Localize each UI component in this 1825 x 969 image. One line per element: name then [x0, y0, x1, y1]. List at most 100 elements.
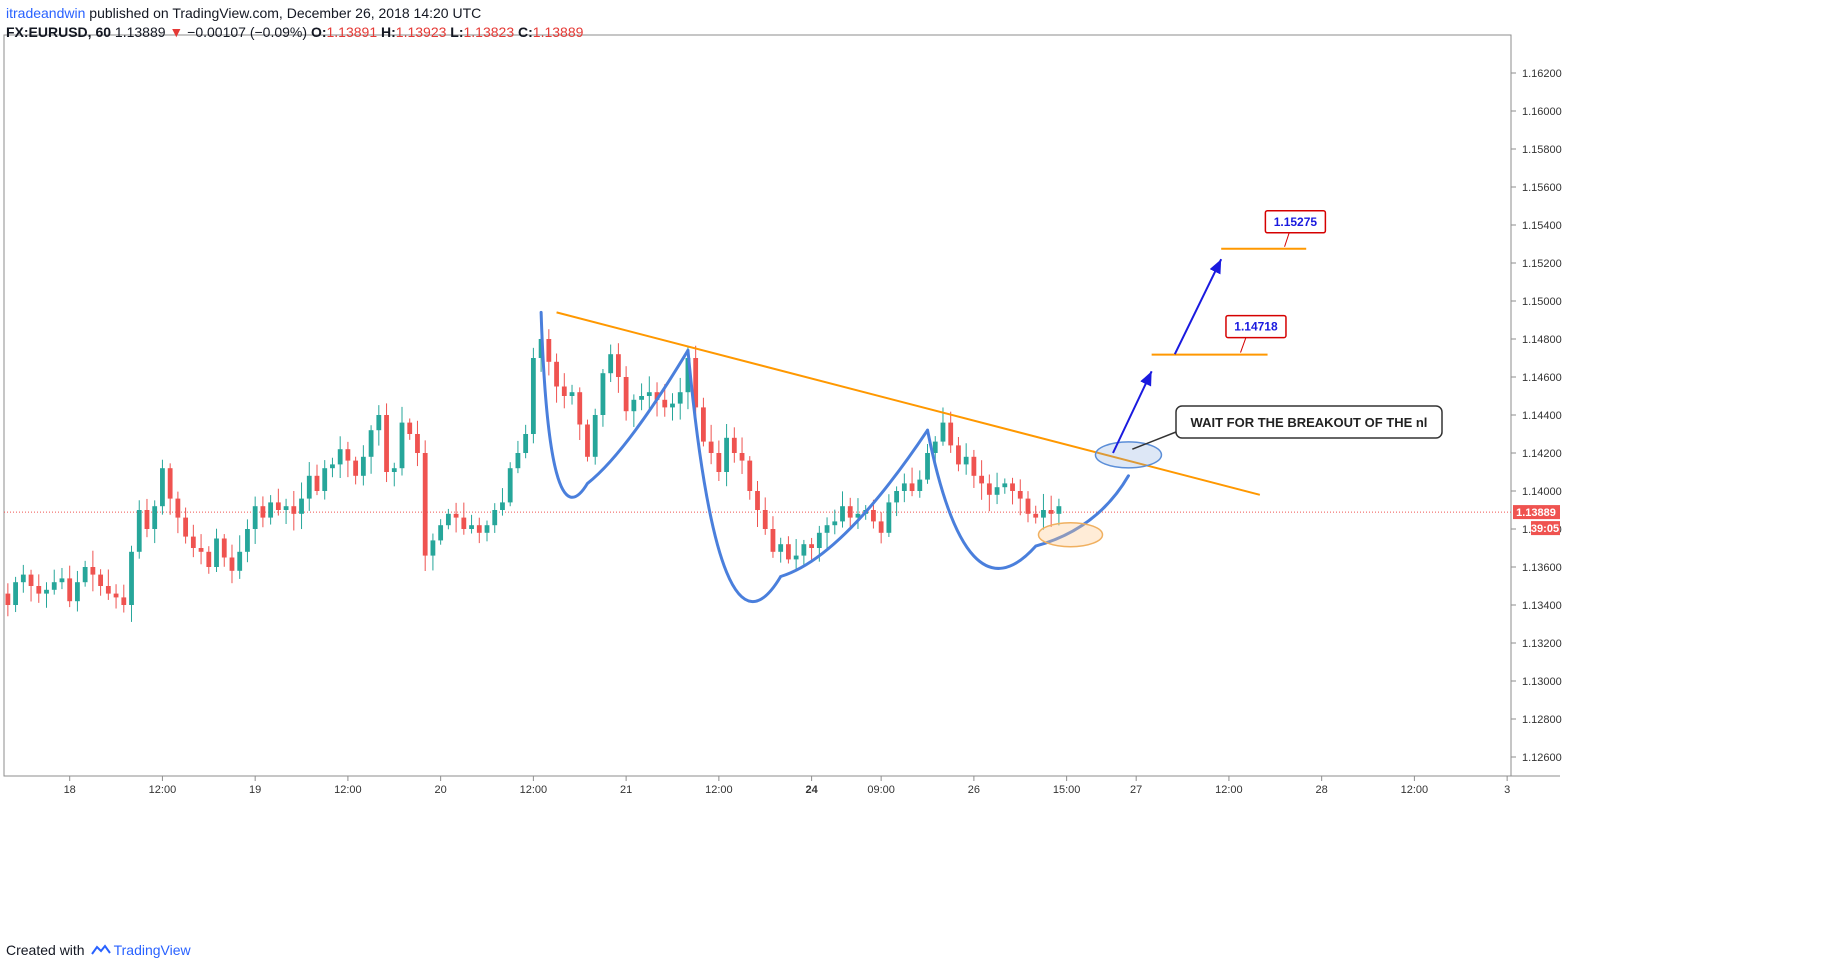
candle-body[interactable]: [755, 491, 760, 510]
candle-body[interactable]: [816, 532, 822, 548]
candle-body[interactable]: [67, 578, 73, 602]
candle-body[interactable]: [932, 441, 938, 453]
candle-body[interactable]: [121, 597, 127, 605]
candle-body[interactable]: [886, 502, 892, 533]
candle-body[interactable]: [948, 422, 954, 446]
candle-body[interactable]: [747, 460, 753, 491]
candle-body[interactable]: [90, 567, 96, 575]
author-name[interactable]: itradeandwin: [6, 5, 86, 21]
symbol-label[interactable]: FX:EURUSD, 60: [6, 24, 112, 40]
candle-body[interactable]: [190, 536, 196, 548]
candle-body[interactable]: [221, 538, 227, 558]
candle-body[interactable]: [360, 456, 366, 476]
candle-body[interactable]: [245, 529, 250, 552]
right-shoulder-ellipse[interactable]: [1037, 521, 1104, 548]
candle-body[interactable]: [422, 453, 428, 556]
candle-body[interactable]: [368, 430, 374, 457]
candle-body[interactable]: [13, 582, 18, 605]
candle-body[interactable]: [399, 422, 405, 469]
candle-body[interactable]: [685, 358, 691, 393]
candle-body[interactable]: [291, 506, 297, 514]
candle-body[interactable]: [770, 529, 776, 552]
candle-body[interactable]: [762, 510, 768, 529]
candle-body[interactable]: [28, 574, 34, 586]
candle-body[interactable]: [345, 449, 351, 461]
candle-body[interactable]: [20, 574, 26, 583]
candle-body[interactable]: [615, 354, 621, 377]
candle-body[interactable]: [98, 574, 104, 586]
candle-body[interactable]: [376, 415, 382, 431]
candle-body[interactable]: [963, 456, 969, 465]
candle-body[interactable]: [229, 557, 235, 571]
candle-body[interactable]: [252, 506, 258, 529]
target-label-2-box[interactable]: [1264, 210, 1327, 234]
candle-body[interactable]: [129, 551, 134, 605]
candle-body[interactable]: [979, 475, 985, 484]
candle-body[interactable]: [283, 506, 289, 510]
candle-body[interactable]: [824, 525, 830, 533]
candle-body[interactable]: [5, 593, 11, 605]
candle-body[interactable]: [306, 475, 312, 499]
candle-body[interactable]: [453, 513, 459, 518]
candle-body[interactable]: [44, 589, 49, 594]
candle-body[interactable]: [909, 483, 915, 491]
candle-body[interactable]: [1025, 498, 1031, 514]
candle-body[interactable]: [693, 358, 699, 408]
candle-body[interactable]: [105, 586, 111, 594]
candle-body[interactable]: [314, 475, 320, 491]
candle-body[interactable]: [639, 396, 644, 400]
candle-body[interactable]: [198, 548, 204, 552]
candle-body[interactable]: [608, 354, 614, 374]
candle-body[interactable]: [82, 567, 88, 583]
candle-body[interactable]: [530, 358, 536, 434]
candle-body[interactable]: [322, 468, 328, 491]
candle-body[interactable]: [160, 468, 165, 507]
candle-body[interactable]: [59, 578, 65, 583]
left-shoulder-curve[interactable]: [539, 310, 690, 499]
candle-body[interactable]: [832, 521, 838, 526]
candle-body[interactable]: [801, 544, 807, 556]
candle-body[interactable]: [855, 513, 861, 518]
candle-body[interactable]: [476, 525, 482, 533]
candle-body[interactable]: [484, 525, 490, 533]
candle-body[interactable]: [152, 506, 158, 529]
candle-body[interactable]: [894, 491, 900, 503]
candle-body[interactable]: [167, 468, 173, 499]
candle-body[interactable]: [299, 498, 304, 514]
head-curve[interactable]: [686, 348, 930, 604]
candle-body[interactable]: [492, 510, 498, 526]
candle-body[interactable]: [546, 339, 552, 362]
candle-body[interactable]: [515, 453, 521, 469]
candle-body[interactable]: [183, 517, 189, 537]
candle-body[interactable]: [940, 422, 946, 442]
candle-body[interactable]: [600, 373, 606, 415]
candle-body[interactable]: [716, 453, 722, 472]
candle-body[interactable]: [554, 361, 559, 387]
candle-body[interactable]: [175, 498, 181, 518]
candle-body[interactable]: [1002, 483, 1008, 488]
candle-body[interactable]: [925, 453, 930, 480]
candle-body[interactable]: [384, 415, 389, 472]
candle-body[interactable]: [1017, 491, 1023, 499]
neckline-ellipse[interactable]: [1094, 441, 1163, 469]
candle-body[interactable]: [275, 502, 281, 510]
candle-body[interactable]: [330, 464, 335, 469]
candle-body[interactable]: [75, 582, 80, 602]
target-arrow[interactable]: [1173, 258, 1223, 355]
candle-body[interactable]: [577, 392, 583, 425]
candle-body[interactable]: [840, 506, 845, 522]
candle-body[interactable]: [1056, 506, 1062, 514]
candle-body[interactable]: [592, 415, 598, 457]
candle-body[interactable]: [731, 437, 737, 453]
candle-body[interactable]: [1041, 510, 1046, 518]
candle-body[interactable]: [337, 449, 343, 465]
neckline-trendline[interactable]: [556, 311, 1261, 496]
candle-body[interactable]: [878, 521, 884, 533]
candle-body[interactable]: [353, 460, 359, 476]
candle-body[interactable]: [871, 510, 876, 522]
candle-body[interactable]: [136, 510, 142, 552]
candle-body[interactable]: [809, 544, 814, 548]
annotation-box[interactable]: [1175, 405, 1443, 439]
candle-body[interactable]: [585, 424, 590, 457]
